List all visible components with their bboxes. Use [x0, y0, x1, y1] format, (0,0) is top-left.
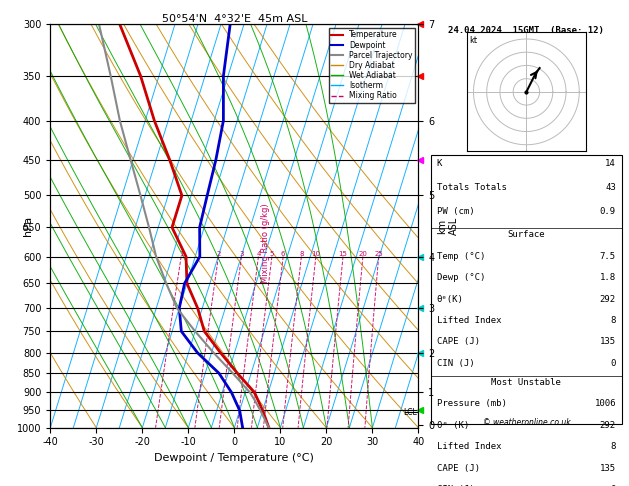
Text: hPa: hPa [23, 216, 33, 236]
Text: Mixing Ratio (g/kg): Mixing Ratio (g/kg) [261, 203, 270, 283]
Text: 3: 3 [239, 250, 243, 257]
Text: 2: 2 [216, 250, 221, 257]
Text: 43: 43 [605, 183, 616, 192]
Text: Lifted Index: Lifted Index [437, 442, 501, 451]
Text: 292: 292 [600, 295, 616, 304]
Title: 50°54'N  4°32'E  45m ASL: 50°54'N 4°32'E 45m ASL [162, 14, 307, 23]
Text: Dewp (°C): Dewp (°C) [437, 273, 485, 282]
Text: 1: 1 [179, 250, 184, 257]
Text: 8: 8 [299, 250, 304, 257]
Text: 8: 8 [611, 316, 616, 325]
X-axis label: Dewpoint / Temperature (°C): Dewpoint / Temperature (°C) [154, 453, 314, 463]
Text: LCL: LCL [404, 408, 418, 417]
Text: Pressure (mb): Pressure (mb) [437, 399, 507, 408]
Text: 1.8: 1.8 [600, 273, 616, 282]
Text: 0.9: 0.9 [600, 208, 616, 216]
Text: Totals Totals: Totals Totals [437, 183, 507, 192]
Text: K: K [437, 159, 442, 168]
Text: CAPE (J): CAPE (J) [437, 337, 480, 347]
Text: 20: 20 [359, 250, 367, 257]
Text: 0: 0 [611, 359, 616, 368]
Bar [431, 156, 622, 424]
Text: 24.04.2024  15GMT  (Base: 12): 24.04.2024 15GMT (Base: 12) [448, 26, 604, 35]
Text: 8: 8 [611, 442, 616, 451]
Text: Temp (°C): Temp (°C) [437, 252, 485, 261]
Text: Surface: Surface [508, 229, 545, 239]
Text: 1006: 1006 [594, 399, 616, 408]
Text: 4: 4 [256, 250, 260, 257]
Text: PW (cm): PW (cm) [437, 208, 474, 216]
Text: Lifted Index: Lifted Index [437, 316, 501, 325]
Text: 10: 10 [311, 250, 320, 257]
Text: 6: 6 [281, 250, 286, 257]
Text: θᵉ (K): θᵉ (K) [437, 421, 469, 430]
Text: Most Unstable: Most Unstable [491, 378, 561, 387]
Text: 15: 15 [338, 250, 347, 257]
Y-axis label: km
ASL: km ASL [437, 217, 459, 235]
Text: © weatheronline.co.uk: © weatheronline.co.uk [482, 418, 571, 427]
Text: 25: 25 [374, 250, 383, 257]
Text: CIN (J): CIN (J) [437, 485, 474, 486]
Text: 0: 0 [611, 485, 616, 486]
Legend: Temperature, Dewpoint, Parcel Trajectory, Dry Adiabat, Wet Adiabat, Isotherm, Mi: Temperature, Dewpoint, Parcel Trajectory… [329, 28, 415, 103]
Text: 135: 135 [600, 464, 616, 472]
Text: CAPE (J): CAPE (J) [437, 464, 480, 472]
Text: θᵉ(K): θᵉ(K) [437, 295, 464, 304]
Text: 7.5: 7.5 [600, 252, 616, 261]
Text: 292: 292 [600, 421, 616, 430]
Text: 14: 14 [605, 159, 616, 168]
Text: 5: 5 [270, 250, 274, 257]
Text: 135: 135 [600, 337, 616, 347]
Text: CIN (J): CIN (J) [437, 359, 474, 368]
